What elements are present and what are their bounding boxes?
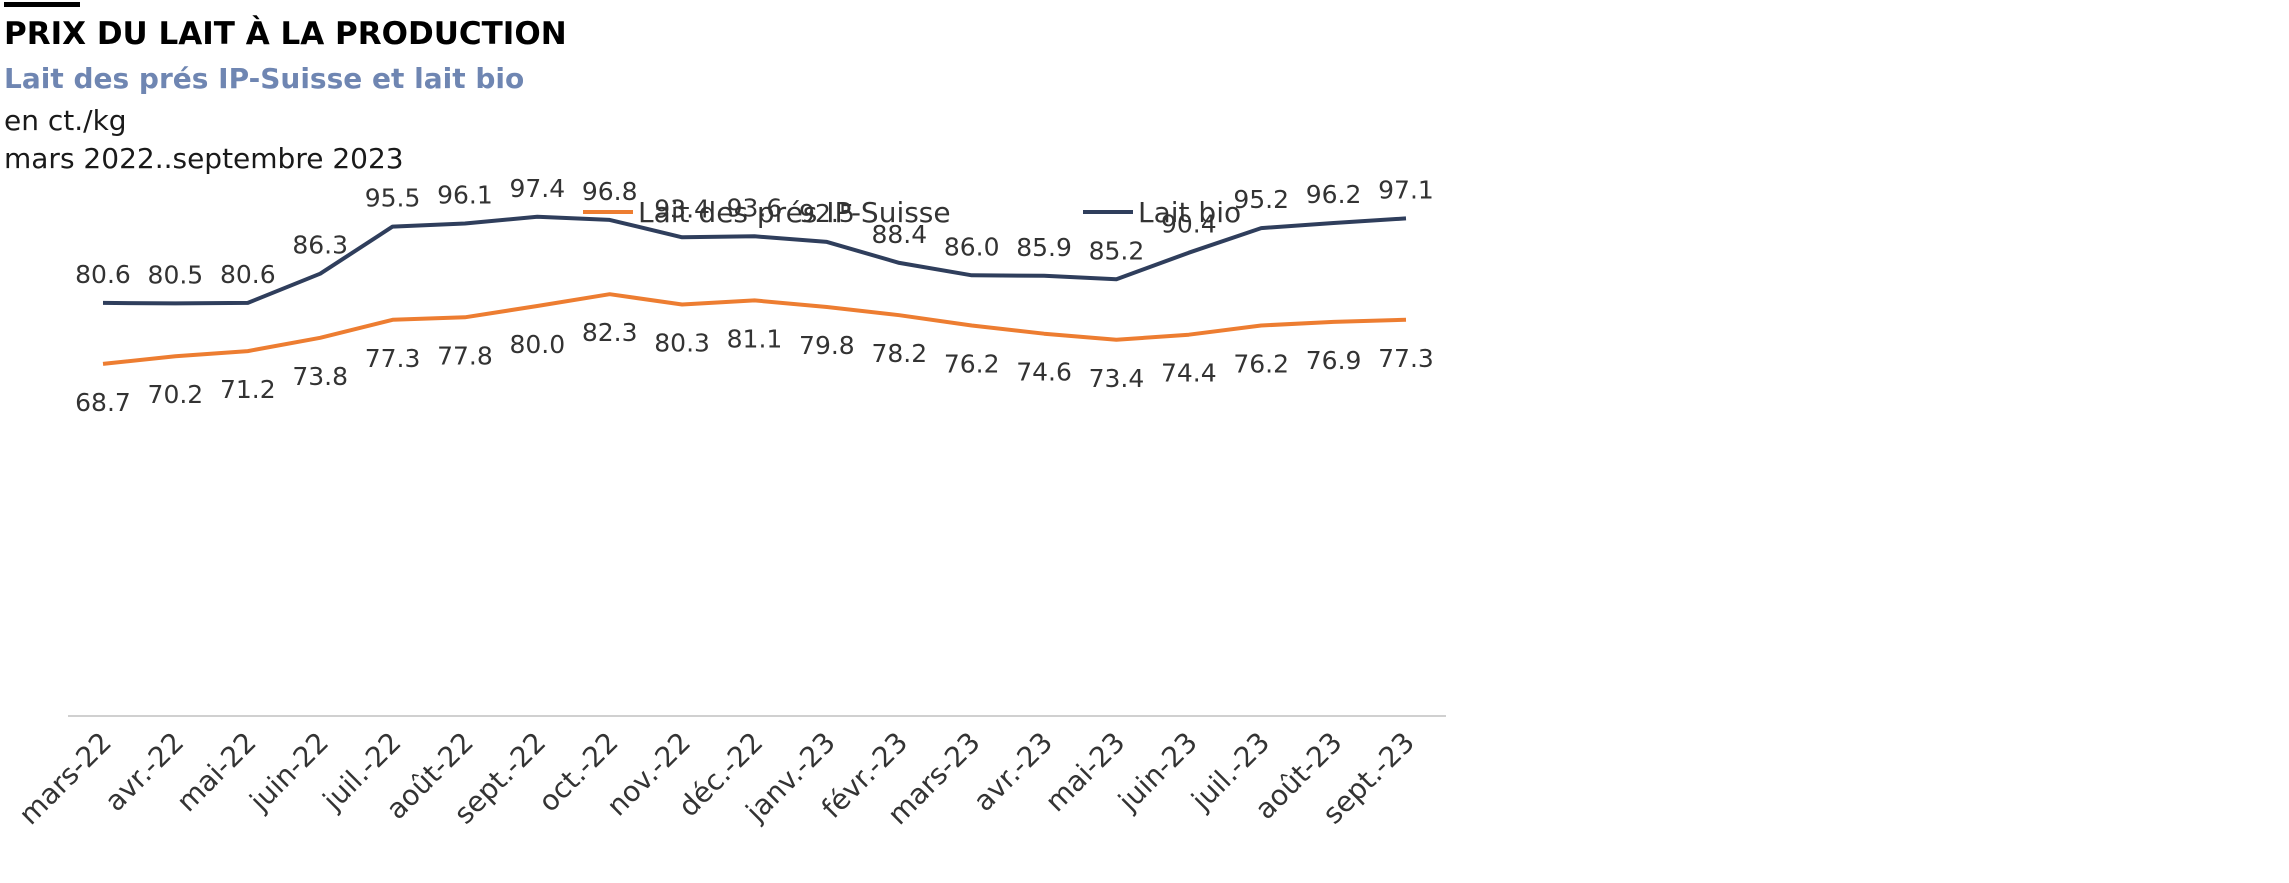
data-label: 96.8 [582,177,638,206]
x-tick-label: juin-22 [243,726,335,818]
data-label: 95.2 [1233,185,1289,214]
period-label: mars 2022..septembre 2023 [4,142,404,175]
data-label: 74.6 [1016,358,1072,387]
data-label: 79.8 [799,331,855,360]
data-label: 68.7 [75,388,131,417]
data-label: 71.2 [220,375,276,404]
data-label: 78.2 [871,339,927,368]
legend: Lait des prés IP-Suisse Lait bio [583,196,1241,229]
data-label: 80.6 [220,260,276,289]
x-tick-label: avr.-23 [967,726,1059,818]
data-label: 74.4 [1161,359,1217,388]
series-line [102,214,1407,306]
data-label: 85.2 [1089,236,1145,265]
x-tick-label: avr.-22 [98,726,190,818]
legend-item: Lait des prés IP-Suisse [583,196,951,229]
x-tick-labels: mars-22avr.-22mai-22juin-22juil.-22août-… [12,726,1421,832]
data-label: 73.8 [292,362,348,391]
data-label: 97.1 [1378,175,1434,204]
x-tick-label: mars-22 [12,726,118,832]
data-label: 82.3 [582,318,638,347]
legend-label: Lait bio [1138,196,1241,229]
data-label: 86.3 [292,231,348,260]
data-label: 80.3 [654,328,710,357]
data-label: 96.2 [1306,180,1362,209]
data-label: 97.4 [509,174,565,203]
series-layer [102,214,1407,366]
x-tick-label: mai-22 [170,726,263,819]
x-tick-label: juin-23 [1111,726,1203,818]
data-label: 81.1 [727,324,783,353]
data-label: 90.4 [1161,210,1217,239]
data-label: 77.8 [437,341,493,370]
unit-label: en ct./kg [4,104,127,137]
data-label: 73.4 [1089,364,1145,393]
data-labels: 68.7 70.2 71.2 73.8 77.3 77.8 80.0 82.3 80.3 81.1… [75,174,1434,417]
data-label: 86.0 [944,232,1000,261]
chart-title: PRIX DU LAIT À LA PRODUCTION [4,16,567,52]
data-label: 77.3 [365,344,421,373]
data-label: 96.1 [437,180,493,209]
data-label: 95.5 [365,184,421,213]
data-label: 77.3 [1378,344,1434,373]
data-label: 80.6 [75,260,131,289]
x-tick-label: mai-23 [1039,726,1132,819]
data-label: 92.5 [799,199,855,228]
chart-subtitle: Lait des prés IP-Suisse et lait bio [4,62,525,95]
data-label: 76.2 [944,349,1000,378]
data-label: 76.9 [1306,346,1362,375]
data-label: 85.9 [1016,233,1072,262]
data-label: 76.2 [1233,349,1289,378]
series-line [102,292,1407,366]
data-label: 88.4 [871,220,927,249]
title-accent-bar [4,2,80,7]
legend-label: Lait des prés IP-Suisse [638,196,951,229]
legend-item: Lait bio [1083,196,1241,229]
data-label: 80.0 [509,330,565,359]
data-label: 93.6 [727,193,783,222]
data-label: 80.5 [148,260,204,289]
data-label: 70.2 [148,380,204,409]
data-label: 93.4 [654,194,710,223]
